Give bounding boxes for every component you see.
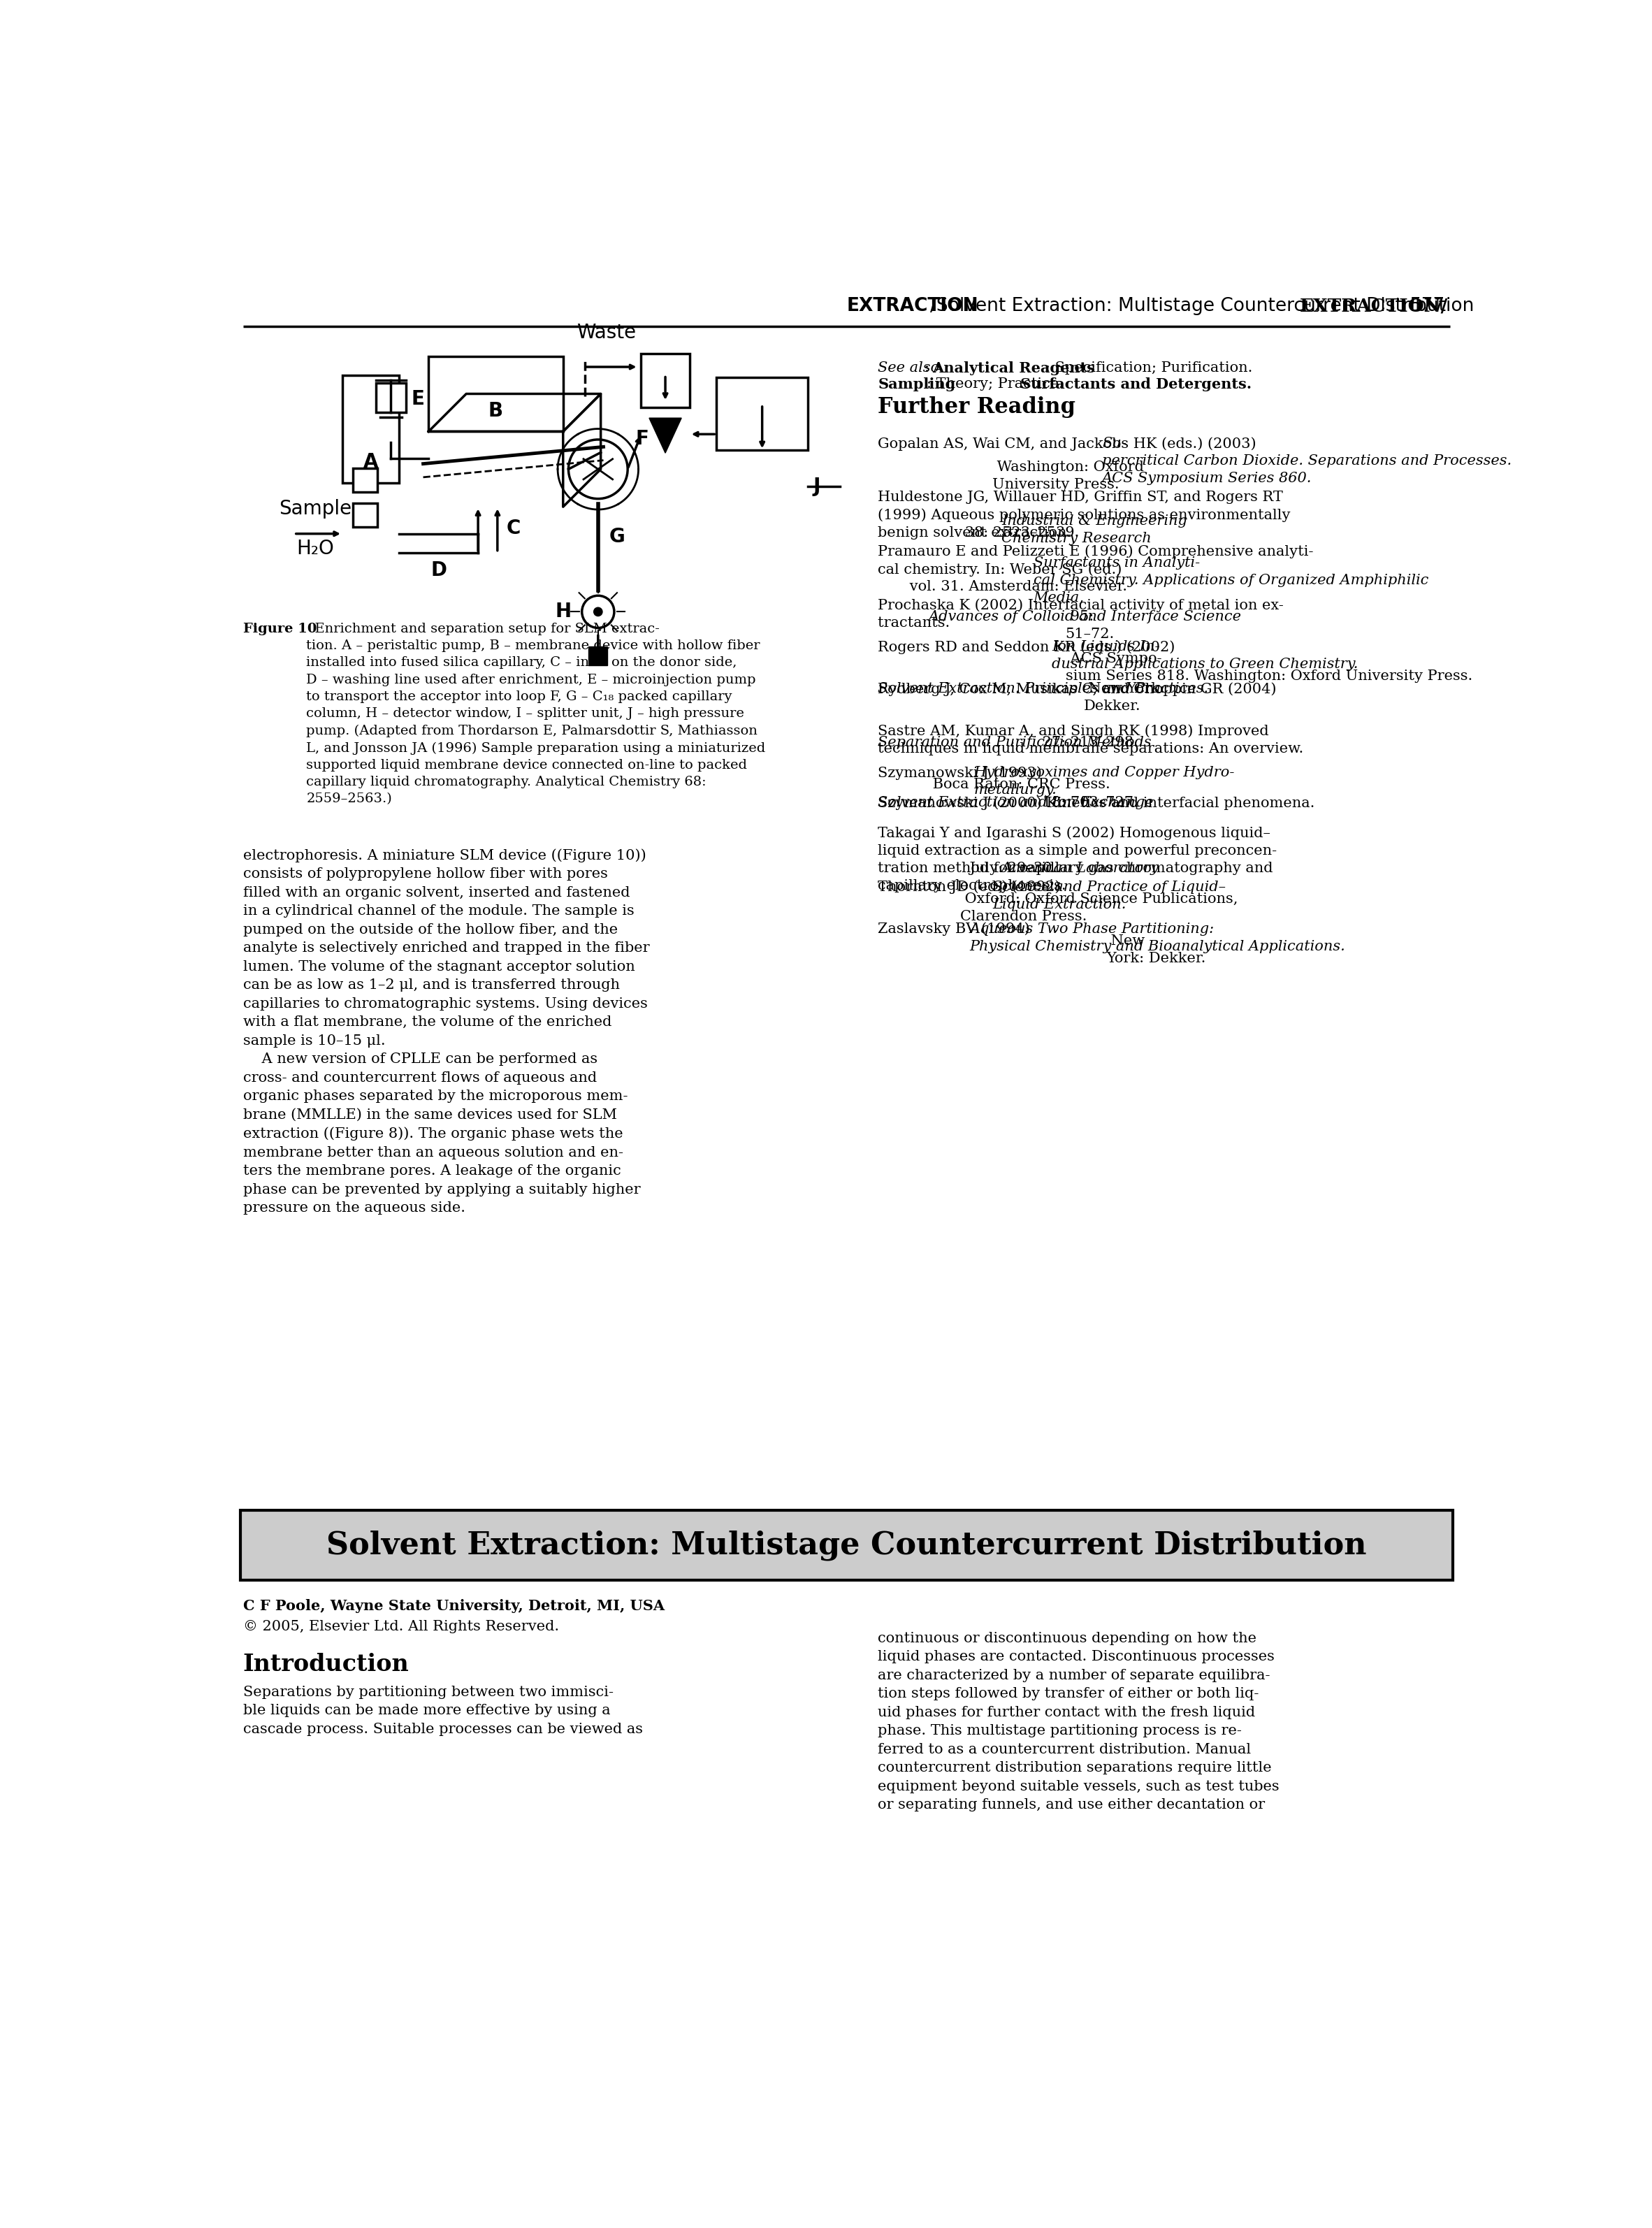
Text: Industrial & Engineering
Chemistry Research: Industrial & Engineering Chemistry Resea…	[1001, 515, 1188, 546]
Text: 27: 213–298.: 27: 213–298.	[1037, 735, 1138, 749]
Text: C F Poole, Wayne State University, Detroit, MI, USA: C F Poole, Wayne State University, Detro…	[243, 1600, 664, 1613]
Text: Sastre AM, Kumar A, and Singh RK (1998) Improved
techniques in liquid membrane s: Sastre AM, Kumar A, and Singh RK (1998) …	[877, 724, 1303, 773]
Text: EXTRACTION/: EXTRACTION/	[1300, 296, 1449, 314]
Text: Further Reading: Further Reading	[877, 397, 1075, 419]
Text: Enrichment and separation setup for SLM extrac-
tion. A – peristaltic pump, B – : Enrichment and separation setup for SLM …	[306, 622, 767, 807]
Text: /Solvent Extraction: Multistage Countercurrent Distribution: /Solvent Extraction: Multistage Counterc…	[930, 296, 1474, 314]
Circle shape	[593, 608, 603, 617]
Text: Science and Practice of Liquid–
Liquid Extraction.: Science and Practice of Liquid– Liquid E…	[993, 880, 1226, 911]
Text: Su-
percritical Carbon Dioxide. Separations and Processes.
ACS Symposium Series : Su- percritical Carbon Dioxide. Separati…	[1102, 437, 1512, 486]
Text: American Laboratory: American Laboratory	[1001, 862, 1160, 876]
Text: : Theory; Practice.: : Theory; Practice.	[927, 379, 1067, 390]
Text: J: J	[813, 477, 821, 497]
Text: vol. 31. Amsterdam: Elsevier.: vol. 31. Amsterdam: Elsevier.	[905, 579, 1128, 593]
Text: H: H	[555, 602, 572, 622]
Text: Solvent Extraction. Principles and Practices.: Solvent Extraction. Principles and Pract…	[877, 682, 1209, 695]
Text: Washington: Oxford
University Press.: Washington: Oxford University Press.	[993, 461, 1143, 492]
Text: C: C	[507, 519, 520, 539]
Text: Takagai Y and Igarashi S (2002) Homogenous liquid–
liquid extraction as a simple: Takagai Y and Igarashi S (2002) Homogeno…	[877, 827, 1277, 893]
Text: 95:
51–72.: 95: 51–72.	[1066, 610, 1115, 642]
Text: 38: 2523–2539.: 38: 2523–2539.	[960, 526, 1079, 539]
Text: Hydroxyoximes and Copper Hydro-
metallurgy.: Hydroxyoximes and Copper Hydro- metallur…	[975, 766, 1234, 798]
Polygon shape	[649, 419, 682, 452]
Bar	[717, 379, 808, 450]
Text: Separations by partitioning between two immisci-
ble liquids can be made more ef: Separations by partitioning between two …	[243, 1684, 643, 1736]
Bar	[354, 468, 377, 492]
Text: : Specification; Purification.: : Specification; Purification.	[1046, 361, 1252, 374]
Text: Gopalan AS, Wai CM, and Jackobs HK (eds.) (2003): Gopalan AS, Wai CM, and Jackobs HK (eds.…	[877, 437, 1260, 450]
Text: H₂O: H₂O	[297, 539, 334, 559]
Text: Solvent Extraction: Multistage Countercurrent Distribution: Solvent Extraction: Multistage Countercu…	[327, 1531, 1366, 1560]
Text: Surfactants in Analyti-
cal Chemistry. Applications of Organized Amphiphilic
Med: Surfactants in Analyti- cal Chemistry. A…	[1034, 557, 1429, 604]
Circle shape	[568, 439, 628, 499]
Text: B: B	[489, 401, 504, 421]
Text: Analytical Reagents: Analytical Reagents	[932, 361, 1095, 377]
Text: Oxford: Oxford Science Publications,
Clarendon Press.: Oxford: Oxford Science Publications, Cla…	[960, 891, 1237, 922]
Text: Separation and Purification Methods: Separation and Purification Methods	[877, 735, 1151, 749]
Text: electrophoresis. A miniature SLM device ((Figure 10))
consists of polypropylene : electrophoresis. A miniature SLM device …	[243, 849, 649, 1214]
Text: :: :	[925, 361, 933, 374]
Text: Introduction: Introduction	[243, 1653, 410, 1675]
Text: ACS Sympo-
sium Series 818. Washington: Oxford University Press.: ACS Sympo- sium Series 818. Washington: …	[1066, 653, 1472, 682]
Text: D: D	[431, 561, 446, 579]
Bar	[428, 356, 563, 432]
Text: EXTRACTION/Solvent Extraction: Multistage Countercurrent Distribution   577: EXTRACTION/Solvent Extraction: Multistag…	[626, 296, 1449, 314]
Text: Pramauro E and Pelizzeti E (1996) Comprehensive analyti-
cal chemistry. In: Webe: Pramauro E and Pelizzeti E (1996) Compre…	[877, 544, 1313, 577]
Text: Figure 10: Figure 10	[243, 622, 317, 635]
Bar	[641, 354, 689, 408]
Text: Rydberg J, Cox M, Musikas C, and Choppin GR (2004): Rydberg J, Cox M, Musikas C, and Choppin…	[877, 682, 1277, 713]
Text: Prochaska K (2002) Interfacial activity of metal ion ex-
tractants.: Prochaska K (2002) Interfacial activity …	[877, 599, 1284, 631]
Text: continuous or discontinuous depending on how the
liquid phases are contacted. Di: continuous or discontinuous depending on…	[877, 1631, 1279, 1811]
Text: See also: See also	[877, 361, 940, 374]
Bar	[354, 504, 377, 528]
Text: New York:
Dekker.: New York: Dekker.	[1084, 682, 1165, 713]
Text: Surfactants and Detergents.: Surfactants and Detergents.	[1021, 379, 1252, 392]
Bar	[375, 383, 406, 412]
FancyBboxPatch shape	[240, 1511, 1454, 1580]
Text: F: F	[636, 428, 649, 448]
Text: EXTRACTION: EXTRACTION	[846, 296, 978, 314]
Text: 18: 703–727.: 18: 703–727.	[1037, 795, 1138, 809]
Text: Sample: Sample	[279, 499, 352, 519]
Text: July: 29–30.: July: 29–30.	[965, 862, 1057, 876]
Text: New
York: Dekker.: New York: Dekker.	[1107, 934, 1206, 965]
Text: Advances of Colloid and Interface Science: Advances of Colloid and Interface Scienc…	[928, 610, 1241, 624]
Text: Rogers RD and Seddon KR (eds.) (2002): Rogers RD and Seddon KR (eds.) (2002)	[877, 639, 1180, 655]
Text: E: E	[411, 390, 425, 410]
Text: Szymanowski J (2000) Kinetics and interfacial phenomena.: Szymanowski J (2000) Kinetics and interf…	[877, 795, 1315, 827]
Text: Huldestone JG, Willauer HD, Griffin ST, and Rogers RT
(1999) Aqueous polymeric s: Huldestone JG, Willauer HD, Griffin ST, …	[877, 490, 1290, 539]
Text: Solvent Extraction and Ion Exchange: Solvent Extraction and Ion Exchange	[877, 795, 1153, 809]
Text: Boca Raton: CRC Press.: Boca Raton: CRC Press.	[928, 778, 1110, 791]
Bar	[588, 646, 608, 666]
Circle shape	[582, 595, 615, 628]
Text: Aqueous Two Phase Partitioning:
Physical Chemistry and Bioanalytical Application: Aqueous Two Phase Partitioning: Physical…	[970, 922, 1345, 954]
Bar	[342, 374, 400, 483]
Text: © 2005, Elsevier Ltd. All Rights Reserved.: © 2005, Elsevier Ltd. All Rights Reserve…	[243, 1620, 558, 1633]
Text: Szymanowski J (1993): Szymanowski J (1993)	[877, 766, 1047, 780]
Text: Ion Liquids In-
dustrial Applications to Green Chemistry.: Ion Liquids In- dustrial Applications to…	[1052, 639, 1358, 671]
Text: Waste: Waste	[577, 323, 636, 343]
Text: Thornton JD (ed.) (1992): Thornton JD (ed.) (1992)	[877, 880, 1066, 893]
Text: Zaslavsky BV (1994): Zaslavsky BV (1994)	[877, 922, 1034, 936]
Text: 577: 577	[1411, 296, 1446, 314]
Text: A: A	[363, 452, 378, 472]
Text: Sampling: Sampling	[877, 379, 955, 392]
Text: G: G	[610, 526, 624, 546]
